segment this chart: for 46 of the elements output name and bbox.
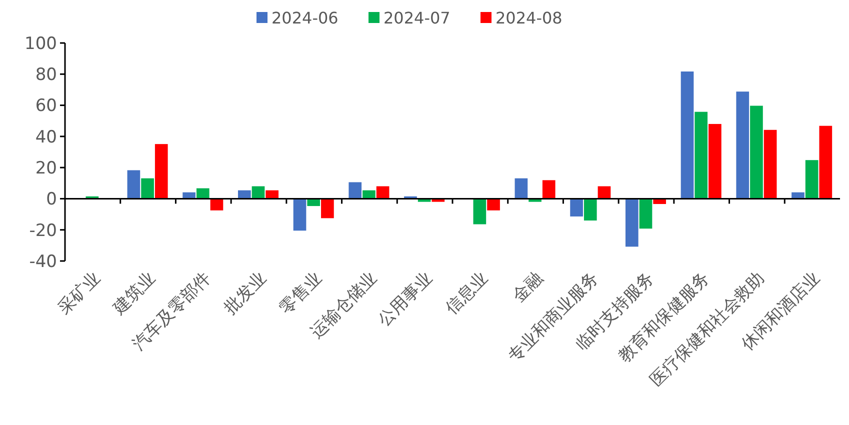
bar [293,198,306,231]
legend-label: 2024-08 [496,8,562,28]
bar [694,112,708,199]
bar [154,144,168,199]
bar [750,106,763,199]
bar [473,198,486,224]
bar [266,190,279,199]
y-tick-label: 20 [35,158,57,179]
bar [514,178,528,199]
bar [598,186,611,199]
bar [625,198,638,247]
y-tick-label: -40 [29,252,57,272]
bar [321,198,334,218]
bar [487,198,500,210]
bar [680,71,694,199]
y-tick-label: 40 [35,127,57,148]
bar [210,198,224,210]
y-tick-label: 80 [35,65,57,86]
bar [196,188,210,199]
y-tick-label: 0 [46,190,57,210]
bar [141,178,154,199]
bar [570,198,583,216]
bar [805,160,818,199]
bar [708,124,722,199]
bar [348,182,362,199]
x-tick-label: 批发业 [220,268,270,319]
bar [238,190,251,199]
y-tick-label: 100 [24,34,57,54]
bar [736,92,750,199]
bar [376,186,390,199]
bar [542,180,556,199]
bar [252,186,265,199]
bar [584,198,597,221]
bar [307,198,320,206]
legend-label: 2024-07 [384,8,450,28]
bar [362,190,376,199]
bar [127,170,140,199]
legend-label: 2024-06 [272,8,338,28]
bar [764,130,777,199]
x-tick-label: 信息业 [442,268,492,319]
x-tick-label: 采矿业 [54,268,104,319]
bar [639,198,652,229]
x-tick-label: 金融 [509,268,548,306]
y-tick-label: 60 [35,96,57,116]
bar [819,126,832,199]
y-tick-label: -20 [29,220,57,241]
